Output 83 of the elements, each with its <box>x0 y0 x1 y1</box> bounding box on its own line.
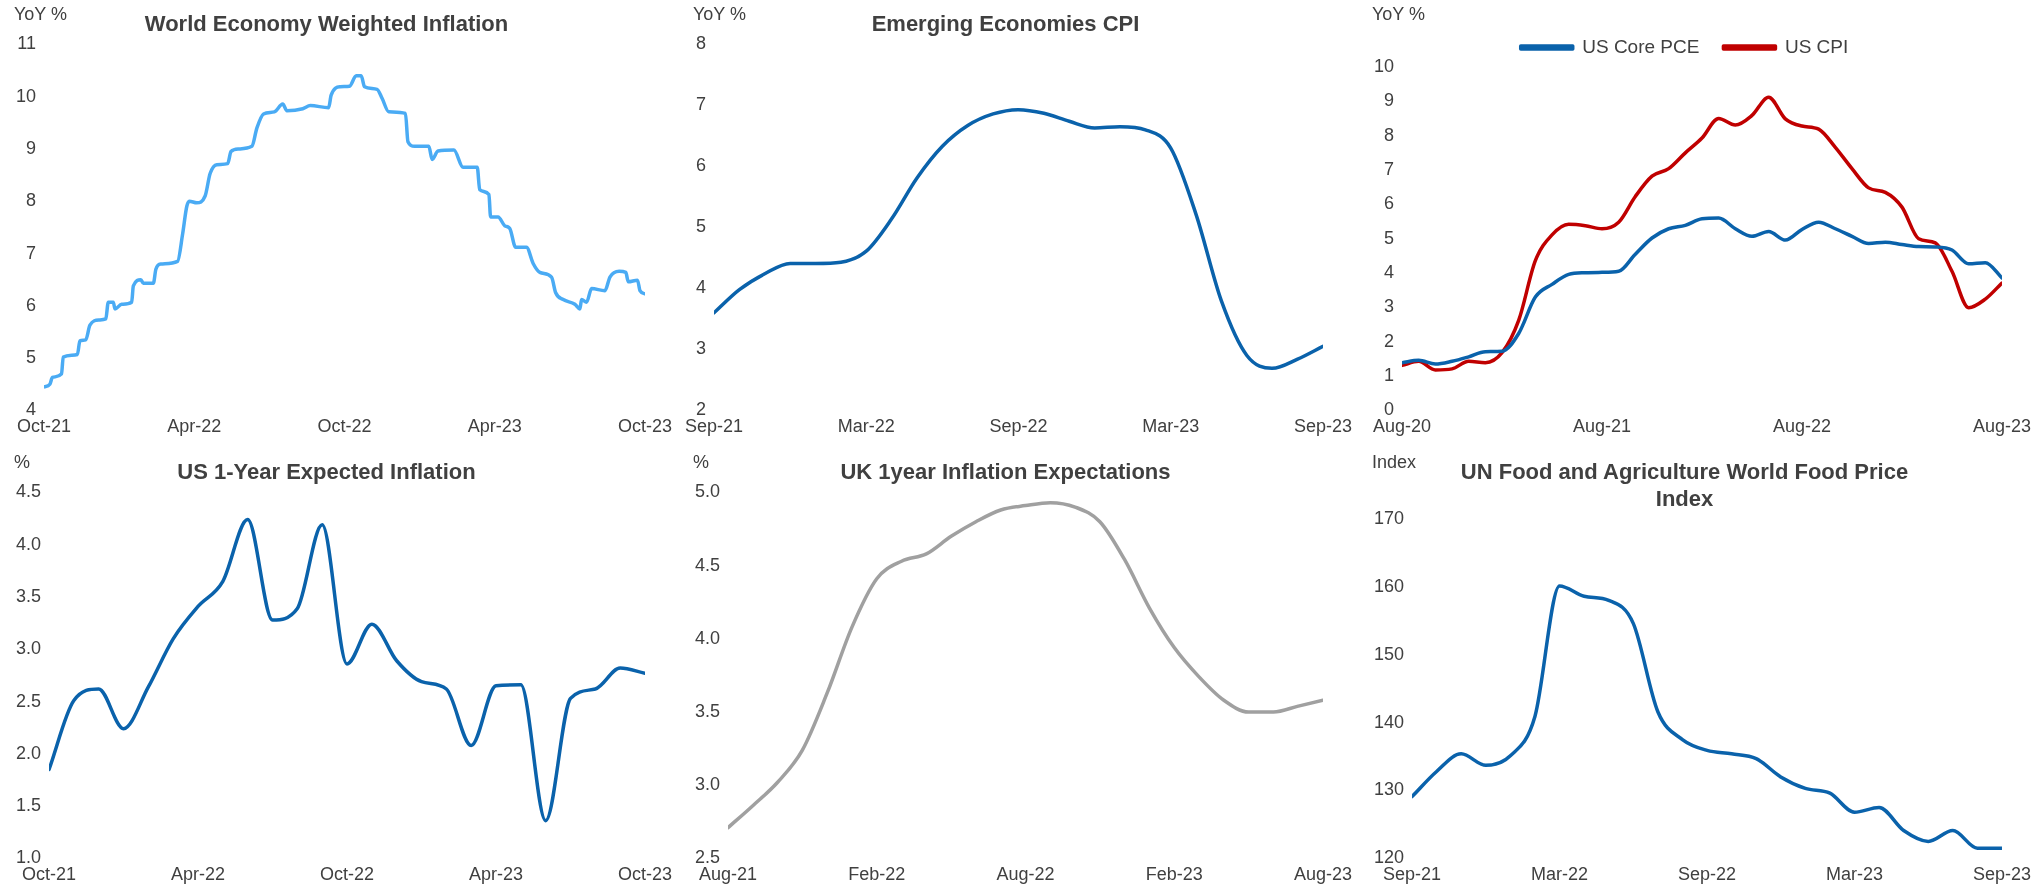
y-tick-label: 5 <box>26 347 37 368</box>
x-tick-label: Aug-22 <box>996 864 1055 885</box>
x-tick-label: Sep-23 <box>1972 864 2031 885</box>
x-tick-label: Apr-23 <box>468 864 524 885</box>
x-tick-label: Mar-23 <box>1142 416 1200 437</box>
y-tick-label: 10 <box>15 85 37 106</box>
legend-label: US Core PCE <box>1582 35 1700 57</box>
x-tick-label: Aug-23 <box>1293 864 1352 885</box>
y-tick-label: 4 <box>696 277 707 298</box>
y-tick-label: 11 <box>17 33 37 54</box>
x-tick-label: Sep-22 <box>1677 864 1737 885</box>
y-tick-label: 6 <box>26 294 37 315</box>
line-series <box>728 500 1323 830</box>
y-tick-label: 4.5 <box>15 481 42 502</box>
y-axis-title: YoY % <box>1372 3 1426 24</box>
y-tick-label: 8 <box>1384 124 1395 145</box>
y-tick-label: 170 <box>1373 507 1405 528</box>
y-tick-label: 3.0 <box>694 774 721 795</box>
y-tick-label: 3.0 <box>15 638 42 659</box>
line-series <box>44 74 645 389</box>
x-tick-label: Apr-23 <box>467 416 522 437</box>
y-tick-label: 4.0 <box>694 627 721 648</box>
y-axis-title: % <box>14 451 31 472</box>
x-tick-label: Mar-22 <box>1531 864 1589 885</box>
y-tick-label: 10 <box>1373 55 1395 76</box>
line-series <box>1402 95 2002 372</box>
x-tick-label: Mar-23 <box>1825 864 1883 885</box>
y-axis-title: % <box>693 451 710 472</box>
y-tick-label: 2 <box>1384 330 1395 351</box>
chart-title: US 1-Year Expected Inflation <box>177 459 476 485</box>
y-tick-label: 5 <box>696 216 707 237</box>
y-axis-title: Index <box>1372 451 1417 472</box>
y-tick-label: 6 <box>1384 193 1395 214</box>
x-tick-label: Feb-22 <box>848 864 906 885</box>
y-axis-title: YoY % <box>693 3 747 24</box>
x-tick-label: Aug-23 <box>1972 416 2031 437</box>
x-tick-label: Oct-22 <box>317 416 372 437</box>
y-tick-label: 9 <box>26 137 37 158</box>
y-tick-label: 8 <box>26 190 37 211</box>
chart-title: UN Food and Agriculture World Food Price Index <box>1460 459 1909 511</box>
y-tick-label: 160 <box>1373 575 1405 596</box>
x-tick-label: Feb-23 <box>1145 864 1203 885</box>
x-tick-label: Oct-23 <box>617 416 673 437</box>
x-tick-label: Oct-22 <box>320 864 375 885</box>
x-tick-label: Sep-22 <box>989 416 1048 437</box>
y-tick-label: 4 <box>1384 262 1395 283</box>
y-tick-label: 150 <box>1373 643 1405 664</box>
y-tick-label: 8 <box>696 33 707 54</box>
x-tick-label: Oct-23 <box>617 864 673 885</box>
line-series <box>1412 584 2002 850</box>
y-tick-label: 5 <box>1384 227 1395 248</box>
x-tick-label: Apr-22 <box>171 864 226 885</box>
y-tick-label: 140 <box>1373 711 1405 732</box>
y-axis-title: YoY % <box>14 3 68 24</box>
y-tick-label: 3.5 <box>15 585 42 606</box>
y-tick-label: 9 <box>1384 90 1395 111</box>
x-tick-label: Aug-21 <box>1572 416 1632 437</box>
x-tick-label: Apr-22 <box>167 416 222 437</box>
y-tick-label: 2.0 <box>15 742 42 763</box>
y-tick-label: 7 <box>1384 158 1395 179</box>
y-tick-label: 4.5 <box>694 554 721 575</box>
y-tick-label: 1 <box>1384 365 1395 386</box>
x-tick-label: Aug-22 <box>1772 416 1832 437</box>
y-tick-label: 5.0 <box>694 481 721 502</box>
y-tick-label: 6 <box>696 155 707 176</box>
line-series <box>49 517 645 823</box>
chart-title: Emerging Economies CPI <box>871 11 1140 37</box>
chart-title: UK 1year Inflation Expectations <box>840 459 1171 485</box>
chart-title: World Economy Weighted Inflation <box>144 11 509 37</box>
y-tick-label: 130 <box>1373 779 1405 800</box>
x-tick-label: Sep-23 <box>1293 416 1352 437</box>
y-tick-label: 3.5 <box>694 700 721 721</box>
y-tick-label: 3 <box>696 338 707 359</box>
y-tick-label: 4.0 <box>15 533 42 554</box>
y-tick-label: 7 <box>696 94 707 115</box>
y-tick-label: 2.5 <box>15 690 42 711</box>
y-tick-label: 3 <box>1384 296 1395 317</box>
line-series <box>1402 216 2002 366</box>
line-series <box>714 107 1323 371</box>
y-tick-label: 7 <box>26 242 37 263</box>
y-tick-label: 1.5 <box>15 795 42 816</box>
x-tick-label: Mar-22 <box>837 416 895 437</box>
legend-label: US CPI <box>1784 35 1849 57</box>
